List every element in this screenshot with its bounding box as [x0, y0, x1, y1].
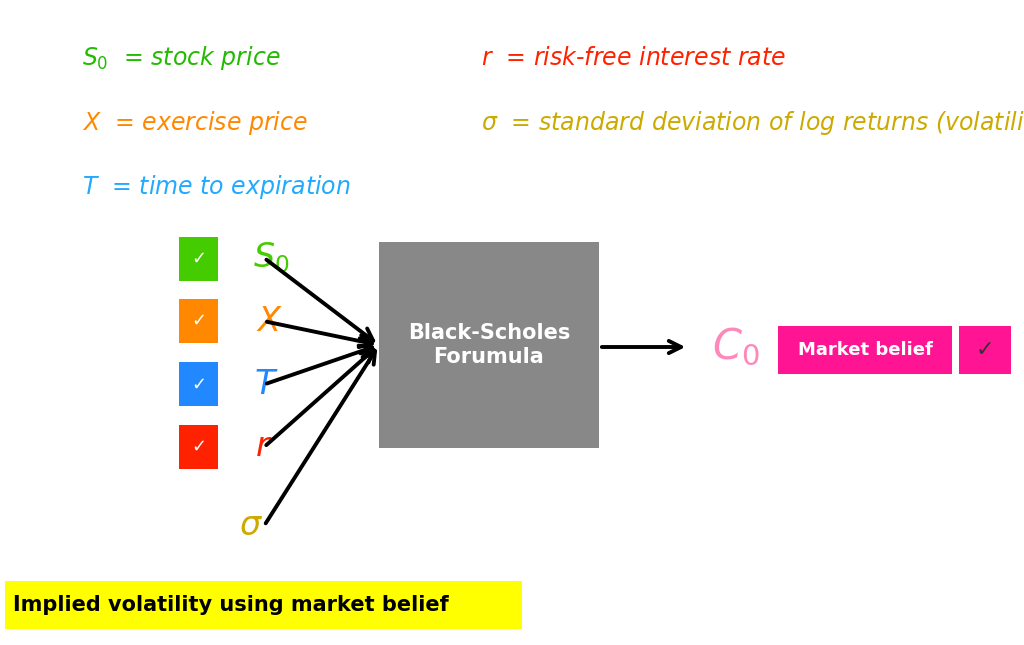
FancyBboxPatch shape	[179, 425, 218, 469]
Text: $r$  = risk-free interest rate: $r$ = risk-free interest rate	[481, 46, 786, 70]
Text: $T$: $T$	[254, 368, 279, 401]
Text: $X$: $X$	[256, 304, 283, 338]
Text: $X$  = exercise price: $X$ = exercise price	[82, 108, 308, 137]
FancyBboxPatch shape	[5, 580, 522, 629]
Text: ✓: ✓	[976, 340, 994, 360]
FancyBboxPatch shape	[959, 326, 1011, 374]
FancyBboxPatch shape	[379, 242, 599, 448]
Text: ✓: ✓	[191, 312, 206, 330]
Text: $\sigma$: $\sigma$	[239, 509, 263, 542]
FancyBboxPatch shape	[778, 326, 952, 374]
Text: $\sigma$  = standard deviation of log returns (volatility): $\sigma$ = standard deviation of log ret…	[481, 108, 1024, 137]
Text: ✓: ✓	[191, 438, 206, 456]
FancyBboxPatch shape	[179, 237, 218, 281]
Text: $T$  = time to expiration: $T$ = time to expiration	[82, 173, 350, 201]
Text: $S_0$  = stock price: $S_0$ = stock price	[82, 44, 281, 72]
FancyBboxPatch shape	[179, 299, 218, 343]
Text: Market belief: Market belief	[798, 341, 933, 359]
Text: ✓: ✓	[191, 375, 206, 393]
Text: $S_0$: $S_0$	[253, 241, 290, 275]
FancyBboxPatch shape	[179, 362, 218, 406]
Text: ✓: ✓	[191, 250, 206, 268]
Text: Black-Scholes
Forumula: Black-Scholes Forumula	[408, 324, 570, 366]
Text: $C_0$: $C_0$	[712, 326, 759, 368]
Text: Implied volatility using market belief: Implied volatility using market belief	[13, 595, 450, 615]
Text: $r$: $r$	[255, 430, 273, 464]
